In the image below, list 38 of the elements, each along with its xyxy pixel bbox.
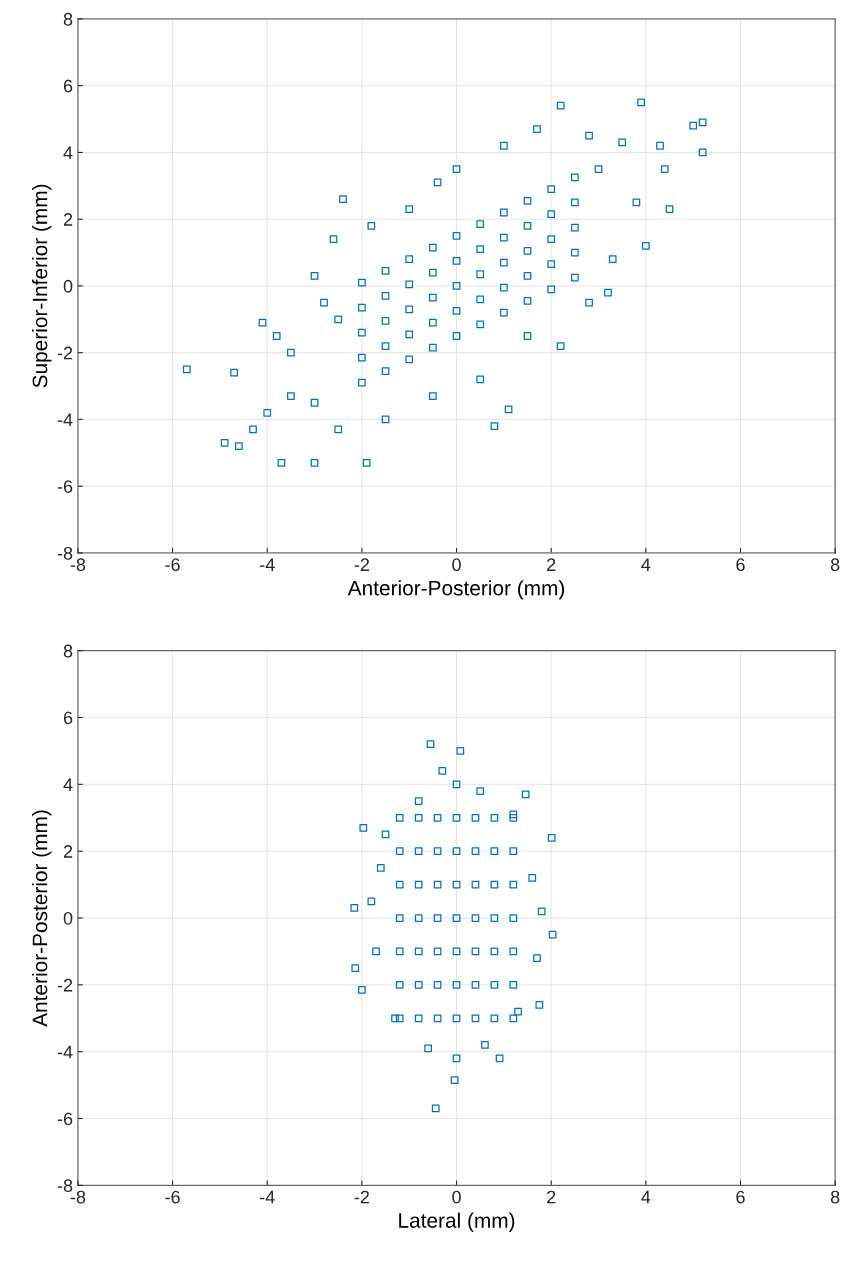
y-tick-label: 2 — [63, 213, 73, 226]
x-tick-label: -2 — [354, 558, 369, 571]
x-tick-label: -4 — [260, 558, 275, 571]
y-tick-label: 4 — [63, 778, 73, 791]
x-tick-label: 4 — [641, 558, 651, 571]
y-tick-label: -6 — [57, 480, 73, 493]
x-tick-label: 0 — [452, 1190, 461, 1204]
y-tick-label: 0 — [63, 911, 73, 925]
y-tick-label: -2 — [57, 346, 73, 360]
x-axis-title: Anterior-Posterior (mm) — [347, 580, 565, 600]
x-axis-title: Lateral (mm) — [399, 1212, 515, 1232]
x-tick-label: 6 — [736, 1190, 745, 1204]
x-tick-label: 2 — [547, 1190, 556, 1204]
y-tick-label: 0 — [63, 279, 73, 293]
y-tick-label: -8 — [57, 1179, 73, 1193]
x-tick-label: -6 — [165, 1190, 180, 1204]
y-tick-label: -4 — [57, 413, 73, 426]
x-tick-label: 2 — [547, 558, 556, 571]
y-axis-title: Superior-Inferior (mm) — [32, 184, 52, 388]
y-tick-label: 6 — [63, 79, 73, 93]
y-tick-label: 4 — [63, 146, 73, 159]
y-tick-label: 8 — [63, 644, 73, 658]
x-tick-label: -4 — [260, 1190, 275, 1204]
y-tick-label: 2 — [63, 845, 73, 858]
y-tick-label: 6 — [63, 711, 73, 725]
x-tick-label: 4 — [641, 1190, 651, 1204]
y-axis-title: Anterior-Posterior (mm) — [32, 810, 52, 1027]
y-tick-label: -8 — [57, 546, 73, 560]
x-tick-label: 8 — [830, 1190, 840, 1204]
x-tick-label: -6 — [165, 558, 180, 572]
y-tick-label: -2 — [57, 978, 73, 992]
x-tick-label: 8 — [830, 558, 840, 572]
y-tick-label: 8 — [63, 12, 73, 26]
x-tick-label: -2 — [354, 1190, 369, 1204]
y-tick-label: -4 — [57, 1045, 73, 1059]
x-tick-label: 0 — [452, 558, 461, 572]
x-tick-label: 6 — [736, 558, 745, 572]
y-tick-label: -6 — [57, 1112, 73, 1126]
